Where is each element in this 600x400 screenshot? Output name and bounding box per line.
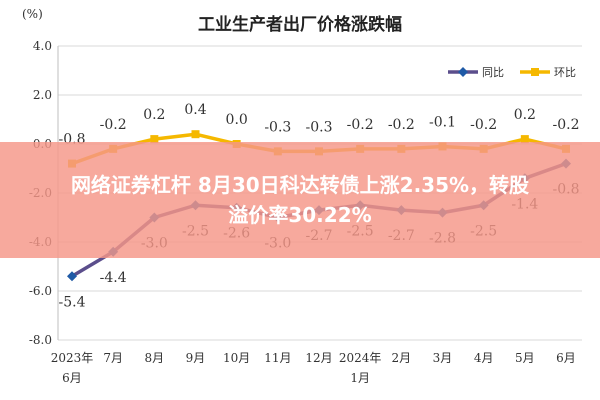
legend: 同比 环比	[448, 66, 576, 79]
x-tick-label: 12月	[305, 351, 332, 365]
x-tick-label: 1月	[350, 371, 370, 385]
data-label: 0.2	[514, 107, 536, 123]
banner-headline-line-1: 网络证券杠杆 8月30日科达转债上涨2.35%，转股	[70, 173, 530, 197]
x-tick-label: 2024年	[339, 351, 382, 365]
x-tick-label: 3月	[433, 351, 453, 365]
x-tick-label: 6月	[62, 371, 82, 385]
x-tick-label: 2023年	[51, 351, 94, 365]
data-point-marker	[191, 130, 200, 139]
x-tick-label: 4月	[474, 351, 494, 365]
data-label: -0.2	[470, 117, 497, 133]
data-label: -0.2	[388, 117, 415, 133]
x-tick-label: 8月	[145, 351, 165, 365]
data-point-marker	[520, 135, 529, 144]
y-tick-label: 2.0	[33, 88, 52, 102]
x-tick-label: 9月	[186, 351, 206, 365]
y-axis-unit: (%)	[22, 7, 43, 21]
data-label: -0.3	[264, 119, 291, 135]
data-label: -0.3	[306, 119, 333, 135]
x-tick-label: 2月	[392, 351, 412, 365]
x-tick-label: 10月	[223, 351, 250, 365]
data-label: -0.2	[100, 117, 127, 133]
x-axis-ticks: 2023年 6月 7月 8月 9月 10月 11月 12月 2024年 1月 2月 3月 4月 5月 6月	[51, 351, 576, 385]
legend-label: 同比	[482, 66, 504, 79]
y-tick-label: -6.0	[29, 284, 52, 298]
x-tick-label: 11月	[264, 351, 291, 365]
y-tick-label: 4.0	[33, 39, 52, 53]
data-label: 0.0	[226, 112, 248, 128]
data-label: -4.4	[100, 270, 127, 286]
data-point-marker	[67, 271, 77, 282]
data-label: 0.4	[184, 102, 206, 118]
x-tick-label: 6月	[556, 351, 576, 365]
chart-title: 工业生产者出厂价格涨跌幅	[198, 14, 402, 35]
banner-headline-line-2: 溢价率30.22%	[228, 203, 372, 227]
legend-label: 环比	[554, 66, 576, 79]
data-label: -5.4	[59, 294, 86, 310]
legend-marker	[458, 67, 468, 77]
y-tick-label: -8.0	[29, 333, 52, 347]
data-label: -0.2	[553, 117, 580, 133]
data-label: 0.2	[143, 107, 165, 123]
data-label: -0.1	[429, 114, 456, 130]
x-tick-label: 5月	[515, 351, 535, 365]
data-label: -0.2	[347, 117, 374, 133]
data-point-marker	[150, 135, 159, 144]
x-tick-label: 7月	[103, 351, 123, 365]
legend-marker	[531, 68, 539, 76]
news-banner-overlay[interactable]: 网络证券杠杆 8月30日科达转债上涨2.35%，转股 溢价率30.22%	[0, 142, 600, 258]
